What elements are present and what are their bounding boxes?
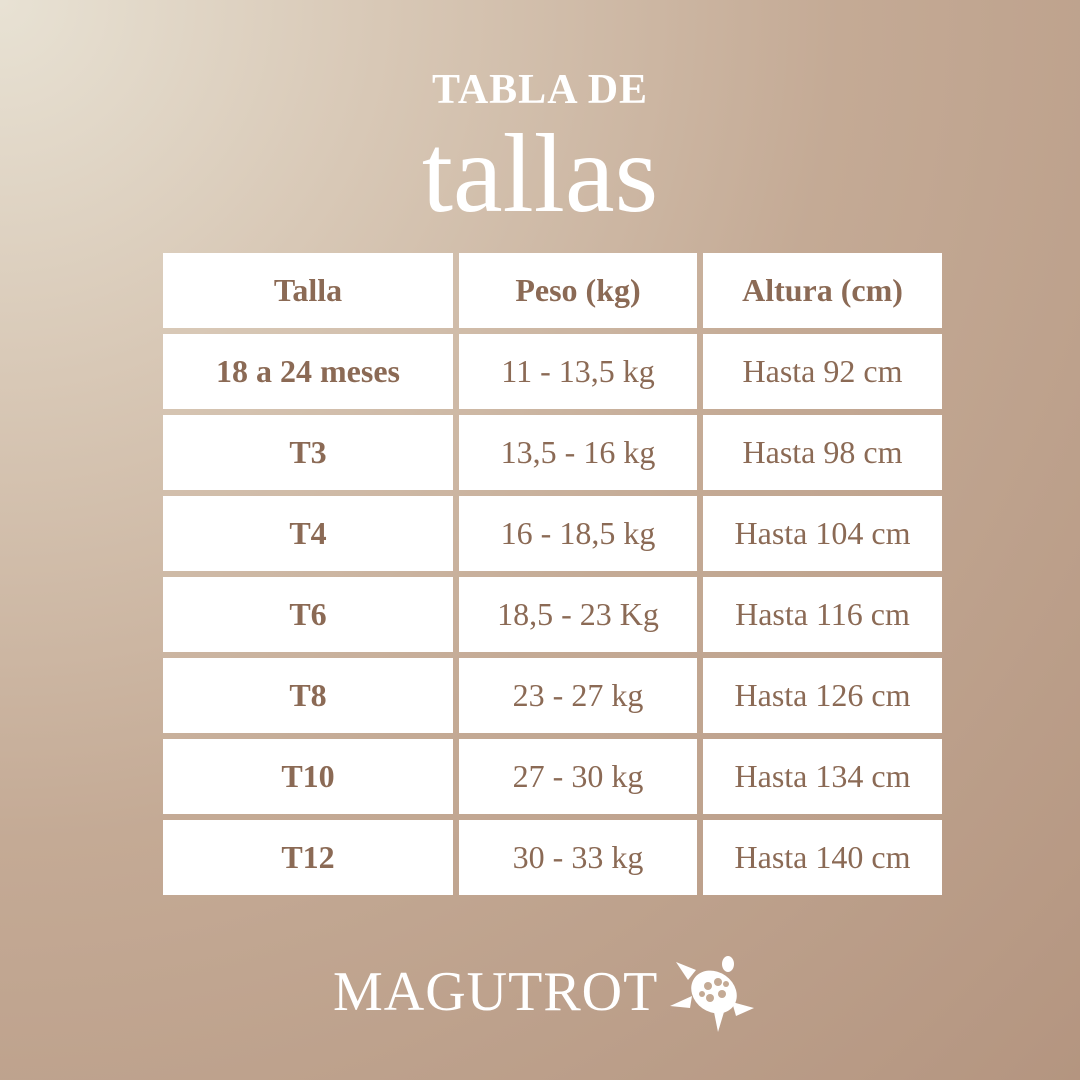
header-weight: Peso (kg) [459,253,697,328]
cell-height: Hasta 104 cm [703,496,942,571]
cell-size: T8 [163,658,453,733]
cell-weight: 23 - 27 kg [459,658,697,733]
cell-height: Hasta 116 cm [703,577,942,652]
cell-size: T3 [163,415,453,490]
cell-size: T12 [163,820,453,895]
cell-size: 18 a 24 meses [163,334,453,409]
title-line-2: tallas [421,112,659,236]
cell-weight: 27 - 30 kg [459,739,697,814]
cell-height: Hasta 98 cm [703,415,942,490]
turtle-icon [670,956,755,1032]
cell-weight: 11 - 13,5 kg [459,334,697,409]
cell-size: T4 [163,496,453,571]
cell-height: Hasta 92 cm [703,334,942,409]
brand-logo: MAGUTROT [333,950,758,1034]
header-size: Talla [163,253,453,328]
cell-weight: 16 - 18,5 kg [459,496,697,571]
cell-weight: 18,5 - 23 Kg [459,577,697,652]
cell-weight: 13,5 - 16 kg [459,415,697,490]
cell-height: Hasta 126 cm [703,658,942,733]
header-height: Altura (cm) [703,253,942,328]
size-table: Talla Peso (kg) Altura (cm) 18 a 24 meses 11… [163,253,942,895]
title-line-1: TABLA DE [431,67,649,113]
cell-weight: 30 - 33 kg [459,820,697,895]
cell-height: Hasta 140 cm [703,820,942,895]
brand-name: MAGUTROT [333,961,659,1023]
cell-size: T6 [163,577,453,652]
cell-size: T10 [163,739,453,814]
cell-height: Hasta 134 cm [703,739,942,814]
